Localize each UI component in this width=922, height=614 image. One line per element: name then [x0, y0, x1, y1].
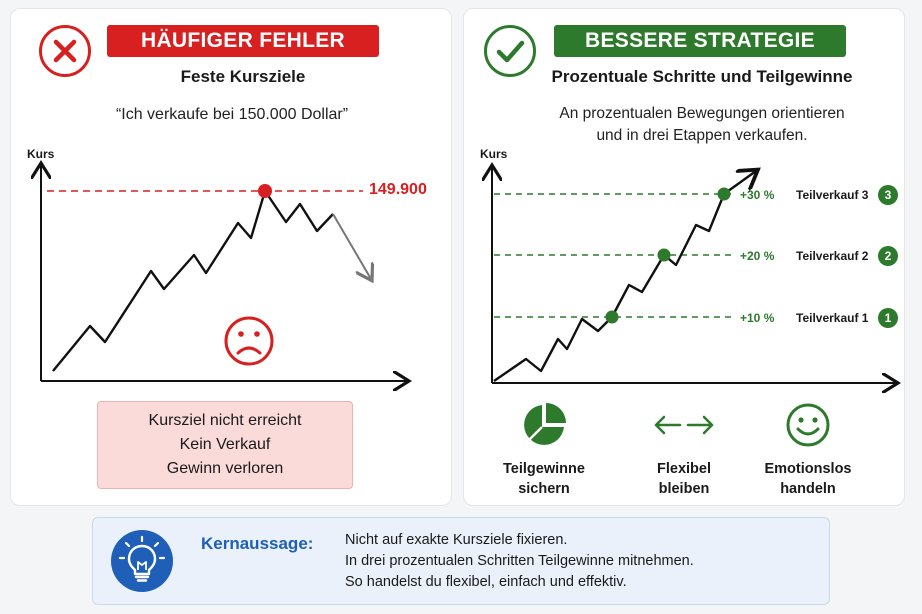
mistake-quote: “Ich verkaufe bei 150.000 Dollar” [115, 106, 349, 123]
level-number-2: 2 [878, 246, 898, 266]
sell-point-3 [717, 187, 731, 201]
pie-chart-icon [484, 401, 604, 449]
strategy-label: sichern [518, 481, 570, 497]
key-line: Nicht auf exakte Kursziele fixieren. [345, 532, 568, 548]
key-line: In drei prozentualen Schritten Teilgewin… [345, 553, 694, 569]
strategy-flexible: Flexibel bleiben [624, 401, 744, 499]
strategy-label: handeln [780, 481, 836, 497]
x-mark-icon [39, 25, 91, 77]
key-message-title: Kernaussage: [201, 534, 314, 553]
outcome-line: Kein Verkauf [179, 436, 271, 453]
strategy-partial-profits: Teilgewinne sichern [484, 401, 604, 499]
level-number-3: 3 [878, 185, 898, 205]
decline-arrow [332, 213, 371, 279]
mistake-subtitle: Feste Kursziele [180, 67, 306, 86]
target-point [258, 184, 272, 198]
price-axis-label: Kurs [480, 147, 508, 161]
strategy-banner: BESSERE STRATEGIE [554, 25, 846, 57]
arrows-left-right-icon [624, 401, 744, 449]
better-strategy-panel: BESSERE STRATEGIE Prozentuale Schritte u… [463, 8, 905, 506]
lightbulb-icon [111, 530, 173, 592]
sell-point-2 [657, 248, 671, 262]
desc-line: und in drei Etappen verkaufen. [596, 127, 808, 144]
target-label: 149.900 [369, 181, 427, 198]
strategy-label: bleiben [658, 481, 710, 497]
strategy-emotionless: Emotionslos handeln [748, 401, 868, 499]
mistake-banner: HÄUFIGER FEHLER [107, 25, 379, 57]
price-axis-label: Kurs [27, 147, 55, 161]
level-name-3: Teilverkauf 3 [796, 188, 869, 202]
level-name-1: Teilverkauf 1 [796, 311, 869, 325]
key-message-text: Nicht auf exakte Kursziele fixieren. In … [345, 530, 694, 593]
check-mark-icon [484, 25, 536, 77]
common-mistake-panel: HÄUFIGER FEHLER Feste Kursziele “Ich ver… [10, 8, 452, 506]
strategy-label: Flexibel [657, 461, 711, 477]
outcome-line: Kursziel nicht erreicht [148, 412, 302, 429]
key-message-box: Kernaussage: Nicht auf exakte Kursziele … [92, 517, 830, 605]
percentage-steps-chart [464, 9, 906, 507]
sell-point-1 [605, 310, 619, 324]
strategy-label: Emotionslos [764, 461, 852, 477]
level-pct-10: +10 % [740, 311, 775, 325]
level-pct-20: +20 % [740, 249, 775, 263]
strategy-subtitle: Prozentuale Schritte und Teilgewinne [551, 67, 853, 86]
level-name-2: Teilverkauf 2 [796, 249, 869, 263]
level-pct-30: +30 % [740, 188, 775, 202]
desc-line: An prozentualen Bewegungen orientieren [559, 105, 845, 122]
price-line [52, 189, 334, 372]
price-line [493, 171, 756, 382]
smiley-icon [748, 401, 868, 449]
outcome-line: Gewinn verloren [166, 460, 284, 477]
fixed-target-chart [11, 9, 453, 507]
level-number-1: 1 [878, 308, 898, 328]
strategy-description: An prozentualen Bewegungen orientieren u… [504, 103, 900, 147]
sad-face-icon [224, 316, 274, 366]
key-line: So handelst du flexibel, einfach und eff… [345, 574, 627, 590]
outcome-box: Kursziel nicht erreicht Kein Verkauf Gew… [97, 401, 353, 489]
strategy-label: Teilgewinne [503, 461, 585, 477]
